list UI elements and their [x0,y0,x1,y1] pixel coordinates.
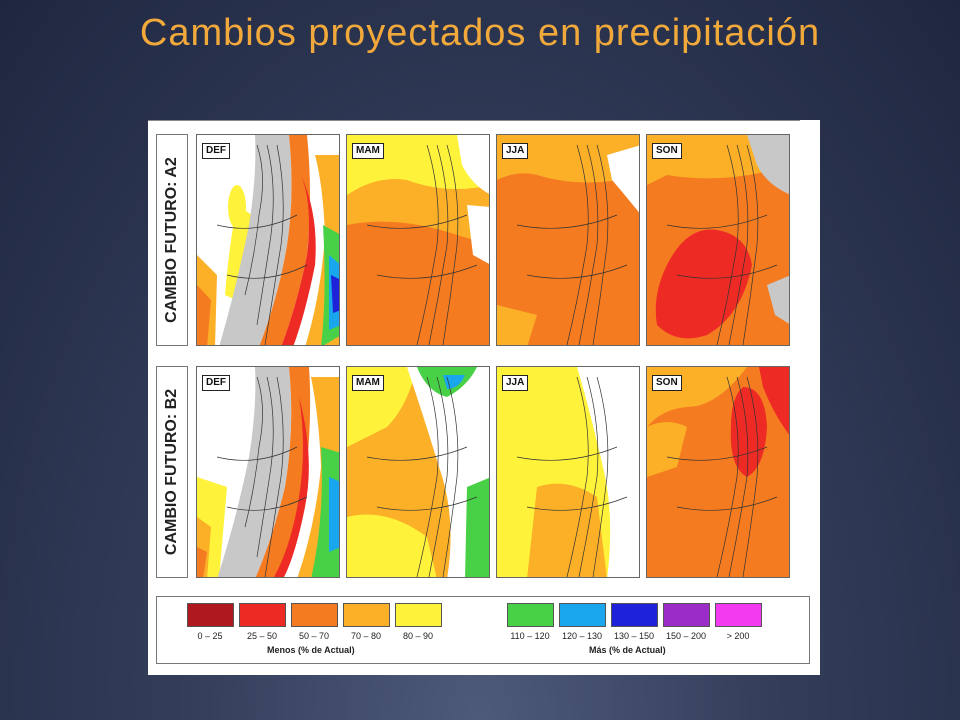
legend: 0 – 25 25 – 50 50 – 70 70 – 80 80 – 90 M… [156,596,810,664]
map-panel-b2-mam: MAM [346,366,490,578]
season-tag: DEF [202,375,230,391]
legend-swatch-120-130 [559,603,606,627]
legend-range-120-130: 120 – 130 [561,631,603,641]
season-tag: SON [652,143,682,159]
map-panel-a2-son: SON [646,134,790,346]
legend-caption-mas: Más (% de Actual) [589,645,666,655]
legend-range-110-120: 110 – 120 [510,631,550,641]
map-panel-a2-jja: JJA [496,134,640,346]
map-panel-b2-son: SON [646,366,790,578]
map-panel-b2-jja: JJA [496,366,640,578]
legend-swatch-50-70 [291,603,338,627]
legend-swatch-70-80 [343,603,390,627]
map-panel-a2-def: DEF [196,134,340,346]
legend-swatch-150-200 [663,603,710,627]
season-tag: JJA [502,143,529,159]
legend-range-0-25: 0 – 25 [197,631,223,641]
legend-range-80-90: 80 – 90 [402,631,434,641]
precipitation-figure: CAMBIO FUTURO: A2 CAMBIO FUTURO: B2 [148,120,820,675]
map-panel-a2-mam: MAM [346,134,490,346]
season-tag: DEF [202,143,230,159]
row-label-a2-text: CAMBIO FUTURO: A2 [163,157,180,323]
legend-range-70-80: 70 – 80 [350,631,382,641]
legend-swatch-130-150 [611,603,658,627]
season-tag: JJA [502,375,529,391]
legend-swatch-gt-200 [715,603,762,627]
legend-range-25-50: 25 – 50 [246,631,278,641]
row-label-b2: CAMBIO FUTURO: B2 [156,366,188,578]
slide-title: Cambios proyectados en precipitación [139,12,821,54]
row-label-b2-text: CAMBIO FUTURO: B2 [163,388,180,556]
legend-swatch-0-25 [187,603,234,627]
legend-caption-menos: Menos (% de Actual) [267,645,355,655]
season-tag: SON [652,375,682,391]
season-tag: MAM [352,375,384,391]
season-tag: MAM [352,143,384,159]
map-panel-b2-def: DEF [196,366,340,578]
row-label-a2: CAMBIO FUTURO: A2 [156,134,188,346]
legend-range-50-70: 50 – 70 [298,631,330,641]
legend-swatch-110-120 [507,603,554,627]
legend-range-150-200: 150 – 200 [665,631,707,641]
legend-range-gt-200: > 200 [726,631,750,641]
legend-range-130-150: 130 – 150 [613,631,655,641]
legend-swatch-80-90 [395,603,442,627]
legend-swatch-25-50 [239,603,286,627]
figure-top-rule [148,120,800,121]
